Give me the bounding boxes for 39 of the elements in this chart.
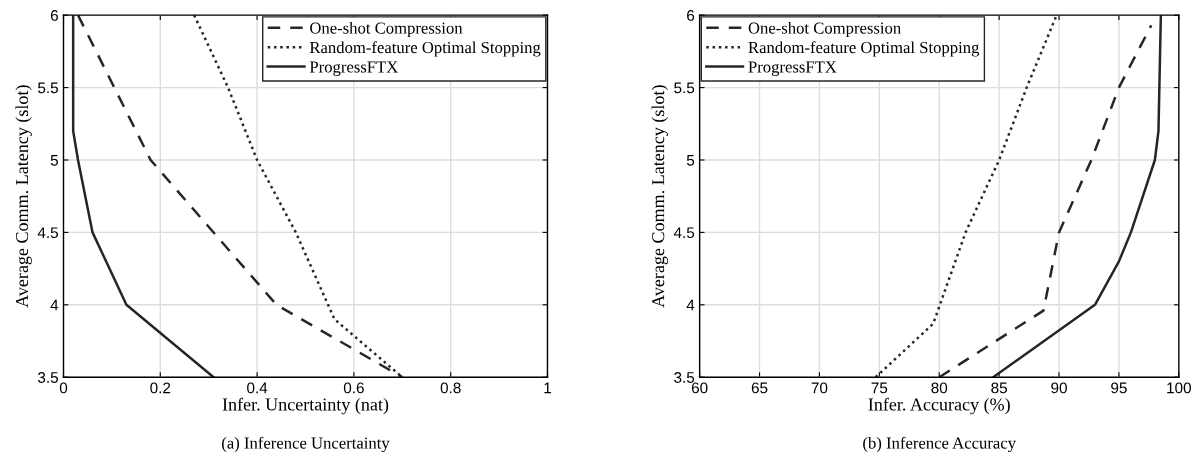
y-tick-label: 5 bbox=[50, 155, 58, 166]
x-tick-label: 60 bbox=[691, 382, 708, 394]
x-tick-label: 100 bbox=[1167, 382, 1191, 394]
text: (b) Inference Accuracy bbox=[863, 436, 1016, 453]
y-tick-label: 4 bbox=[50, 299, 59, 311]
y-axis-title: Average Comm. Latency (slot) bbox=[651, 85, 668, 308]
y-tick-label: 4.5 bbox=[37, 227, 58, 239]
x-tick-label: 85 bbox=[991, 382, 1007, 394]
x-axis-title: Infer. Accuracy (%) bbox=[868, 397, 1010, 415]
y-tick-label: 5 bbox=[686, 155, 695, 166]
legend-label: Random-feature Optimal Stopping bbox=[309, 41, 541, 57]
x-tick-label: 95 bbox=[1111, 382, 1127, 394]
text: (a) Inference Uncertainty bbox=[222, 436, 390, 453]
x-tick-label: 65 bbox=[751, 382, 768, 394]
x-tick-label: 0 bbox=[59, 382, 68, 394]
x-tick-label: 70 bbox=[811, 382, 828, 394]
y-tick-label: 6 bbox=[687, 10, 695, 21]
x-tick-label: 0.8 bbox=[440, 382, 461, 394]
y-tick-label: 5.5 bbox=[38, 82, 58, 94]
legend-label: Random-feature Optimal Stopping bbox=[748, 41, 980, 57]
y-tick-label: 6 bbox=[50, 10, 58, 21]
legend-label: One-shot Compression bbox=[310, 21, 463, 38]
x-tick-label: 90 bbox=[1051, 382, 1067, 394]
x-tick-label: 75 bbox=[871, 382, 888, 394]
legend-label: ProgressFTX bbox=[309, 61, 398, 76]
y-tick-label: 3.5 bbox=[37, 372, 58, 383]
x-tick-label: 0.4 bbox=[247, 382, 268, 394]
x-axis-title: Infer. Uncertainty (nat) bbox=[222, 397, 389, 415]
y-tick-label: 4.5 bbox=[673, 227, 695, 239]
y-tick-label: 5.5 bbox=[674, 82, 695, 94]
x-tick-label: 0.2 bbox=[150, 382, 171, 394]
y-axis-title: Average Comm. Latency (slot) bbox=[15, 85, 32, 308]
x-tick-label: 0.6 bbox=[343, 382, 364, 394]
legend-label: One-shot Compression bbox=[748, 21, 901, 38]
x-tick-label: 1 bbox=[544, 382, 551, 394]
x-tick-label: 80 bbox=[931, 382, 948, 394]
legend-label: ProgressFTX bbox=[748, 61, 837, 76]
y-tick-label: 4 bbox=[686, 299, 695, 311]
y-tick-label: 3.5 bbox=[674, 372, 695, 383]
